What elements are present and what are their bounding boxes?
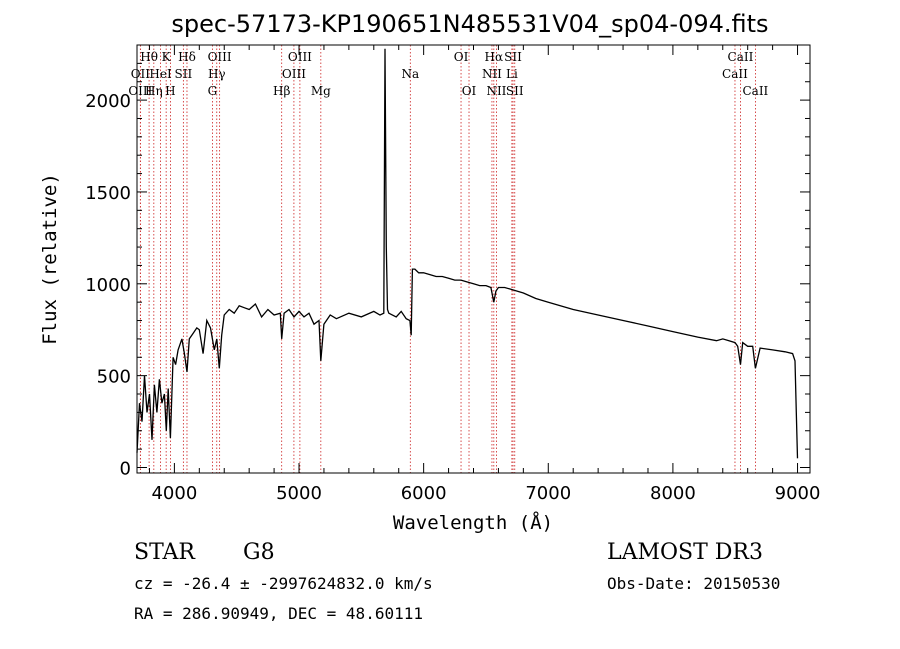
x-tick-label-5: 9000 [775,483,821,504]
line-label-27: CaII [742,84,768,98]
y-tick-label-1: 500 [97,367,131,388]
x-axis-label: Wavelength (Å) [393,511,553,534]
line-label-26: CaII [722,67,748,81]
line-label-9: OIII [208,50,232,64]
line-label-4: Hη [145,84,163,98]
x-tick-label-2: 6000 [401,483,447,504]
line-label-23: Li [506,67,518,81]
plot-frame [136,44,811,474]
y-axis-ticks: 0 500 1000 1500 2000 [85,62,810,479]
line-label-5: K [162,50,172,64]
line-label-1: OII [131,67,151,81]
x-tick-label-3: 7000 [525,483,571,504]
redshift-info: cz = -26.4 ± -2997624832.0 km/s [134,574,433,593]
line-label-20: NII [482,67,502,81]
object-class: STAR [134,540,196,565]
line-label-8: Hδ [178,50,196,64]
y-axis-label: Flux (relative) [39,173,61,345]
y-tick-label-0: 0 [120,458,131,479]
y-tick-label-3: 1500 [85,183,131,204]
line-label-7: SII [175,67,193,81]
line-label-15: Mg [311,84,331,98]
line-label-21: NII [486,84,506,98]
y-tick-label-2: 1000 [85,275,131,296]
line-label-14: OIII [282,67,306,81]
spectrum-series-line [136,48,799,459]
y-tick-label-4: 2000 [85,91,131,112]
x-tick-label-4: 8000 [650,483,696,504]
line-label-3: HeI [149,67,172,81]
coordinates: RA = 286.90949, DEC = 48.60111 [134,604,423,623]
line-label-12: Hβ [273,84,290,98]
line-label-2: OIII [128,84,152,98]
x-tick-label-1: 5000 [276,483,322,504]
line-label-16: Na [401,67,419,81]
spectral-line-markers [139,45,756,473]
line-label-19: Hα [485,50,504,64]
line-label-24: SII [506,84,524,98]
line-label-10: Hγ [208,67,226,81]
observation-date: Obs-Date: 20150530 [607,574,780,593]
line-label-25: CaII [728,50,754,64]
chart-title: spec-57173-KP190651N485531V04_sp04-094.f… [171,10,768,38]
line-label-6: H [165,84,175,98]
line-label-18: OI [462,84,477,98]
line-label-17: OI [454,50,469,64]
line-label-13: OIII [288,50,312,64]
line-label-0: Hθ [140,50,158,64]
survey-name: LAMOST DR3 [607,540,763,565]
line-label-22: SII [504,50,522,64]
x-axis-ticks: 4000 5000 6000 7000 8000 9000 [148,45,821,504]
object-subclass: G8 [243,540,275,565]
line-label-11: G [208,84,218,98]
x-tick-label-0: 4000 [151,483,197,504]
